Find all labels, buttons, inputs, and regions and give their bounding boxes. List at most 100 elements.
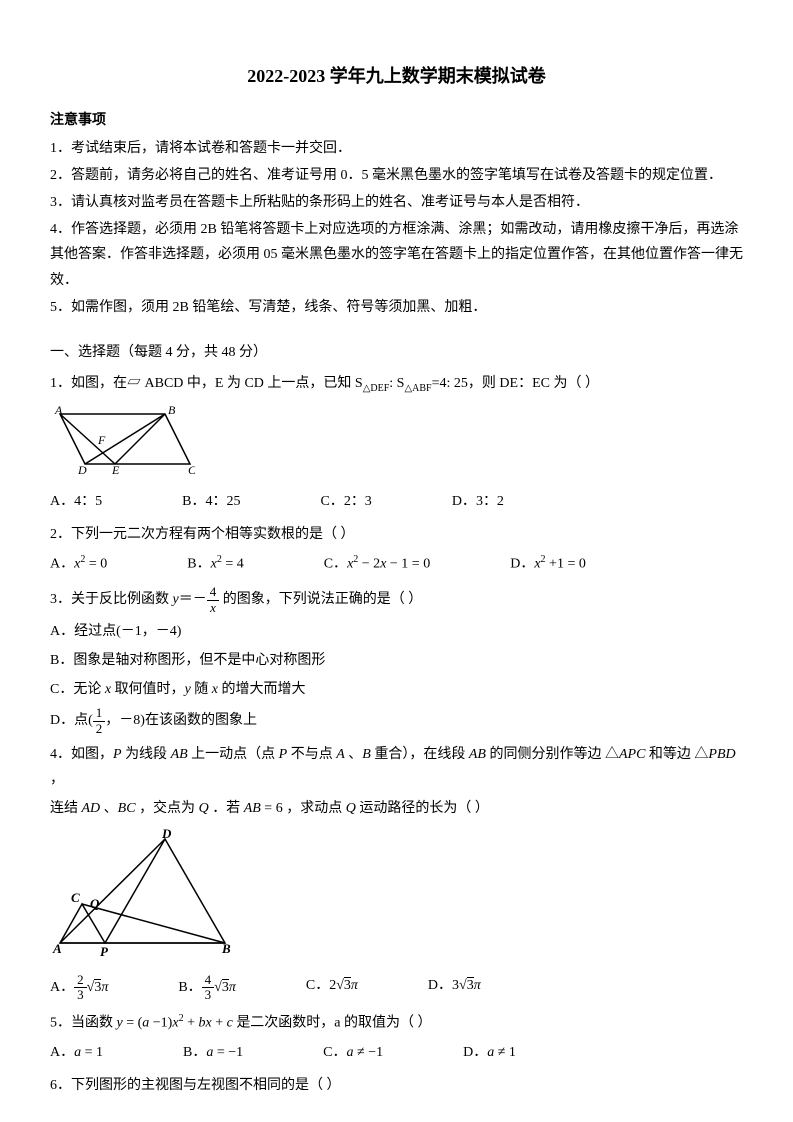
q4-v2: AB <box>171 747 188 762</box>
notice-header: 注意事项 <box>50 108 743 133</box>
q1-options: A．4：5 B．4：25 C．2：3 D．3：2 <box>50 489 743 514</box>
q5-text: 5．当函数 y = (a −1)x2 + bx + c 是二次函数时，a 的取值… <box>50 1010 743 1036</box>
q3-num: 4 <box>207 585 220 600</box>
q3-C-p: C．无论 <box>50 682 105 697</box>
q4-option-C: C．2√3π <box>306 973 358 1003</box>
q4-option-A: A．23√3π <box>50 973 108 1003</box>
q2-C-suf: − 1 = 0 <box>386 557 430 572</box>
q4-A-frac: 23 <box>74 973 87 1003</box>
question-1: 1．如图，在▱ ABCD 中，E 为 CD 上一点，已知 S△DEF: S△AB… <box>50 371 743 514</box>
q3-text: 3．关于反比例函数 y＝－4x 的图象，下列说法正确的是（ ） <box>50 585 743 615</box>
q4-C-pi: π <box>351 978 358 993</box>
notice-5: 5．如需作图，须用 2B 铅笔绘、写清楚，线条、符号等须加黑、加粗． <box>50 295 743 320</box>
q2-option-C: C．x2 − 2x − 1 = 0 <box>324 551 430 577</box>
q4-p1: 4．如图， <box>50 747 113 762</box>
notice-1: 1．考试结束后，请将本试卷和答题卡一并交回． <box>50 136 743 161</box>
q4-m11: ．若 <box>209 801 244 816</box>
q4-label-P: P <box>100 944 109 958</box>
q4-A-d: 3 <box>74 988 87 1002</box>
q3-C-s: 的增大而增大 <box>218 682 306 697</box>
notice-4: 4．作答选择题，必须用 2B 铅笔将答题卡上对应选项的方框涂满、涂黑；如需改动，… <box>50 217 743 293</box>
q5-m1: −1) <box>149 1016 172 1031</box>
q4-m6: 的同侧分别作等边 △ <box>486 747 619 762</box>
q4-v3: P <box>279 747 288 762</box>
q1-prefix: 1．如图，在▱ ABCD 中，E 为 CD 上一点，已知 S <box>50 376 363 391</box>
q1-label-F: F <box>97 433 106 447</box>
q4-C-sq: 3 <box>344 977 351 993</box>
q4-v1: P <box>113 747 122 762</box>
q4-label-C: C <box>71 890 80 905</box>
q4-C-c: 2 <box>329 978 336 993</box>
q3-frac: 4x <box>207 585 220 615</box>
q1-C-text: 2：3 <box>344 494 372 509</box>
q4-label-A: A <box>52 941 62 956</box>
notice-3: 3．请认真核对监考员在答题卡上所粘贴的条形码上的姓名、准考证号与本人是否相符． <box>50 190 743 215</box>
q1-label-A: A <box>54 404 63 417</box>
q4-m10: ，交点为 <box>136 801 199 816</box>
q5-m2: + <box>184 1016 199 1031</box>
q4-B-frac: 43 <box>202 973 215 1003</box>
q4-option-D: D．3√3π <box>428 973 481 1003</box>
q4-label-B: B <box>221 941 231 956</box>
q3-D-n: 1 <box>93 706 106 721</box>
q1-suffix: =4: 25，则 DE：EC 为（ ） <box>432 376 599 391</box>
q4-options: A．23√3π B．43√3π C．2√3π D．3√3π <box>50 973 743 1003</box>
q5-B-s: = −1 <box>213 1045 243 1060</box>
q5-D-s: ≠ 1 <box>494 1045 516 1060</box>
q1-text: 1．如图，在▱ ABCD 中，E 为 CD 上一点，已知 S△DEF: S△AB… <box>50 371 743 398</box>
q5-s: 是二次函数时，a 的取值为（ ） <box>233 1016 432 1031</box>
q4-A-pi: π <box>101 980 108 995</box>
q3-option-C: C．无论 x 取何值时，y 随 x 的增大而增大 <box>50 677 743 702</box>
q4-label-Q: Q <box>90 896 100 911</box>
q1-label-D: D <box>77 463 87 474</box>
question-2: 2．下列一元二次方程有两个相等实数根的是（ ） A．x2 = 0 B．x2 = … <box>50 522 743 577</box>
q4-v8: PBD <box>708 747 735 762</box>
section-1-header: 一、选择题（每题 4 分，共 48 分） <box>50 340 743 365</box>
q5-m3: + <box>212 1016 227 1031</box>
q5-option-D: D．a ≠ 1 <box>463 1040 516 1065</box>
q4-v5: B <box>362 747 371 762</box>
q1-label-C: C <box>188 463 195 474</box>
q5-options: A．a = 1 B．a = −1 C．a ≠ −1 D．a ≠ 1 <box>50 1040 743 1065</box>
q6-text: 6．下列图形的主视图与左视图不相同的是（ ） <box>50 1073 743 1098</box>
q3-D-frac: 12 <box>93 706 106 736</box>
q4-B-pi: π <box>229 980 236 995</box>
q4-m3: 不与点 <box>287 747 336 762</box>
q4-m1: 为线段 <box>122 747 171 762</box>
question-4: 4．如图，P 为线段 AB 上一动点（点 P 不与点 A 、B 重合），在线段 … <box>50 742 743 1002</box>
q4-D-pi: π <box>474 978 481 993</box>
q2-option-D: D．x2 +1 = 0 <box>510 551 586 577</box>
q2-D-suf: +1 = 0 <box>546 557 586 572</box>
q4-m2: 上一动点（点 <box>188 747 279 762</box>
q1-mid: : S <box>389 376 404 391</box>
q4-B-n: 4 <box>202 973 215 988</box>
q5-option-B: B．a = −1 <box>183 1040 243 1065</box>
q4-D-c: 3 <box>452 978 459 993</box>
q3-den: x <box>207 601 220 615</box>
q1-label-E: E <box>111 463 120 474</box>
q4-option-B: B．43√3π <box>178 973 236 1003</box>
q5-A-s: = 1 <box>81 1045 103 1060</box>
q2-A-suf: = 0 <box>85 557 107 572</box>
q3-option-B: B．图象是轴对称图形，但不是中心对称图形 <box>50 648 743 673</box>
q1-option-C: C．2：3 <box>320 489 371 514</box>
q5-eq: = ( <box>123 1016 143 1031</box>
q4-m9: 、 <box>100 801 118 816</box>
q1-figure: A B C D E F <box>50 404 743 483</box>
q4-v12: AB <box>244 801 261 816</box>
q4-m12: = 6 ，求动点 <box>261 801 346 816</box>
q1-B-text: 4：25 <box>205 494 240 509</box>
q2-options: A．x2 = 0 B．x2 = 4 C．x2 − 2x − 1 = 0 D．x2… <box>50 551 743 577</box>
q5-v4: bx <box>198 1016 211 1031</box>
q3-C-m: 取何值时， <box>111 682 185 697</box>
q4-suf: 运动路径的长为（ ） <box>356 801 489 816</box>
q4-text: 4．如图，P 为线段 AB 上一动点（点 P 不与点 A 、B 重合），在线段 … <box>50 742 743 792</box>
q1-option-B: B．4：25 <box>182 489 240 514</box>
q3-option-A: A．经过点(－1，－4) <box>50 619 743 644</box>
q1-label-B: B <box>168 404 176 417</box>
q2-C-mid: − 2 <box>358 557 380 572</box>
q4-v7: APC <box>619 747 645 762</box>
question-5: 5．当函数 y = (a −1)x2 + bx + c 是二次函数时，a 的取值… <box>50 1010 743 1065</box>
q4-v10: BC <box>118 801 136 816</box>
q4-l2p: 连结 <box>50 801 82 816</box>
